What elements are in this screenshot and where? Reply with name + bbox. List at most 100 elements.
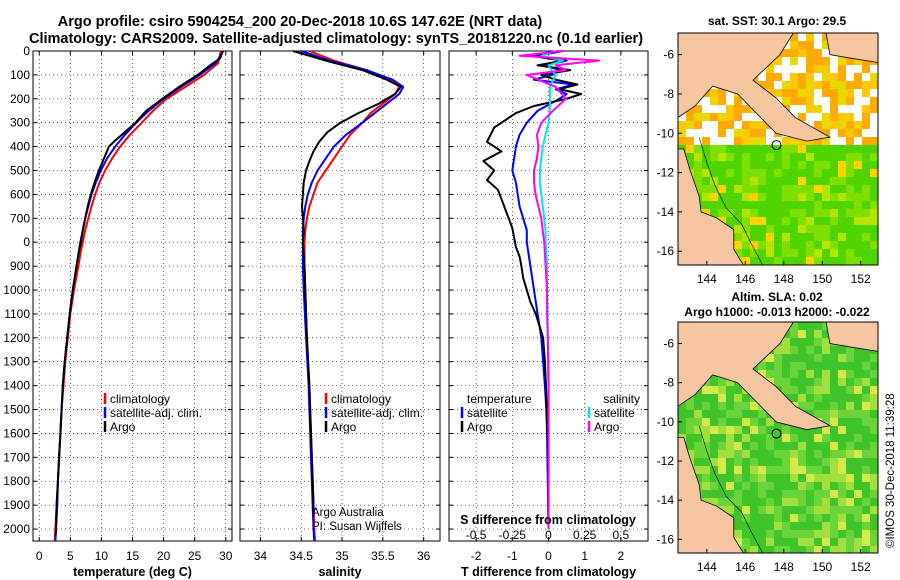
series-line-t-satellite [511, 50, 575, 530]
temperature-panel: 0100200300400500600700090010001100120013… [3, 44, 232, 579]
y-tick-label: 1400 [3, 379, 30, 393]
y-tick-label: 1200 [3, 331, 30, 345]
x-tick-label: 0 [36, 549, 43, 563]
legend-label: satellite-adj. clim. [110, 406, 202, 420]
legend-label: Argo [594, 420, 620, 434]
x-tick-label: 2 [618, 549, 625, 563]
land-png [678, 33, 832, 142]
x-axis-label: temperature (deg C) [73, 565, 192, 579]
y-tick-label: 700 [10, 211, 30, 225]
x-tick-label: -2 [471, 549, 482, 563]
y-tick-label: 300 [10, 116, 30, 130]
profile-location-marker [771, 428, 782, 439]
legend-label: satellite-adj. clim. [331, 406, 423, 420]
x-tick-label: 10 [95, 549, 109, 563]
land-png [678, 322, 832, 431]
map-y-tick-label: -12 [657, 166, 675, 180]
land-new-britain [825, 322, 878, 352]
land-new-britain [825, 33, 878, 63]
legend-label: satellite [467, 406, 508, 420]
series-line-t-argo [482, 50, 583, 530]
map-x-tick-label: 150 [812, 272, 832, 286]
y-tick-label: 1100 [4, 307, 30, 321]
secondary-x-tick-label: 0.5 [613, 528, 630, 542]
map-x-tick-label: 148 [774, 272, 794, 286]
y-tick-label: 600 [10, 187, 30, 201]
x-tick-label: 1 [581, 549, 588, 563]
legend-salinity-header: salinity [603, 392, 640, 406]
map-x-tick-label: 152 [851, 272, 871, 286]
series-line-s-argo [518, 50, 601, 529]
secondary-x-tick-label: 0.25 [573, 528, 597, 542]
map-content [678, 322, 878, 553]
series-line-argo [54, 50, 224, 537]
legend-label: climatology [331, 392, 391, 406]
y-tick-label: 100 [10, 68, 30, 82]
map-y-tick-label: -14 [657, 493, 675, 507]
secondary-x-tick-label: -0.5 [466, 528, 487, 542]
map-y-tick-label: -8 [663, 87, 674, 101]
x-tick-label: 30 [219, 549, 233, 563]
annotation-line1: Argo Australia [312, 507, 384, 519]
sla-map: 144 146 148 150 152 -6 -8 -10 -12 -14 -16 [657, 321, 879, 574]
series-line-argo [292, 50, 402, 518]
x-tick-label: 35 [335, 549, 349, 563]
y-tick-label: 0 [23, 44, 30, 58]
map-y-tick-label: -6 [663, 48, 674, 62]
x-axis-label: T difference from climatology [461, 565, 636, 579]
title-line2: Climatology: CARS2009. Satellite-adjuste… [29, 31, 643, 47]
x-tick-label: 20 [157, 549, 171, 563]
land-australia [678, 148, 744, 265]
x-tick-label: 5 [67, 549, 74, 563]
map-x-tick-label: 150 [812, 560, 832, 574]
y-tick-label: 1500 [3, 403, 30, 417]
y-tick-label: 1900 [3, 498, 30, 512]
land-australia [678, 437, 744, 553]
secondary-x-tick-label: -0.25 [499, 528, 527, 542]
y-tick-label: 400 [10, 140, 30, 154]
map-y-tick-label: -6 [663, 337, 674, 351]
map-x-tick-label: 148 [774, 560, 794, 574]
x-tick-label: -1 [507, 549, 518, 563]
sla-map-title-line2: Argo h1000: -0.013 h2000: -0.022 [684, 305, 870, 319]
sst-map-title: sat. SST: 30.1 Argo: 29.5 [708, 14, 847, 28]
y-tick-label: 2000 [3, 522, 30, 536]
y-tick-label: 1800 [3, 474, 30, 488]
legend-label: climatology [110, 392, 170, 406]
y-tick-label: 500 [10, 164, 30, 178]
map-content [678, 33, 878, 265]
map-x-tick-label: 146 [735, 272, 755, 286]
y-tick-label: 0 [23, 235, 30, 249]
legend-label: satellite [594, 406, 635, 420]
annotation-line2: PI: Susan Wijffels [312, 521, 402, 533]
map-x-tick-label: 146 [735, 560, 755, 574]
legend-temperature-header: temperature [467, 392, 532, 406]
x-tick-label: 34.5 [290, 549, 314, 563]
map-y-tick-label: -10 [657, 415, 675, 429]
difference-panel: -2 -1 0 1 2 T difference from climatology temp… [448, 50, 649, 579]
y-tick-label: 1000 [3, 283, 30, 297]
x-tick-label: 0 [545, 549, 552, 563]
map-x-tick-label: 144 [697, 272, 717, 286]
x-axis-label: salinity [318, 565, 361, 579]
salinity-panel: 34 34.5 35 35.5 36 salinity climatologysatelli… [239, 50, 441, 579]
plot-frame [239, 50, 441, 542]
map-frame [677, 321, 879, 554]
map-frame [677, 32, 879, 266]
reef-outline [698, 137, 763, 265]
legend-label: Argo [331, 420, 357, 434]
sla-map-title-line1: Altim. SLA: 0.02 [731, 290, 823, 304]
map-y-tick-label: -16 [657, 244, 675, 258]
y-tick-label: 200 [10, 92, 30, 106]
map-y-tick-label: -14 [657, 205, 675, 219]
x-tick-label: 34 [254, 549, 268, 563]
x-tick-label: 15 [126, 549, 140, 563]
secondary-x-tick-label: 0 [545, 528, 552, 542]
map-y-tick-label: -16 [657, 532, 675, 546]
y-tick-label: 1700 [3, 450, 30, 464]
profile-location-marker [771, 140, 782, 151]
x-tick-label: 36 [417, 549, 431, 563]
map-y-tick-label: -10 [657, 126, 675, 140]
x-tick-label: 35.5 [371, 549, 395, 563]
